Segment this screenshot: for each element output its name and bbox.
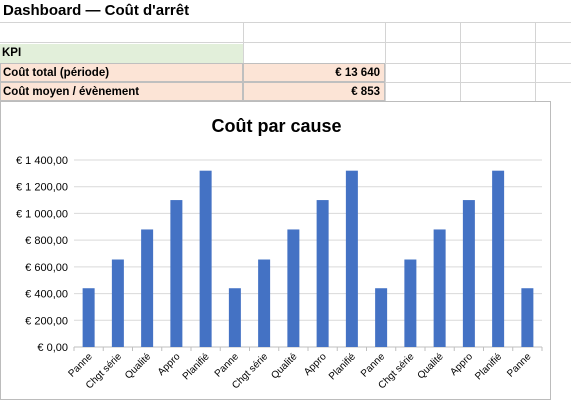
bar [521, 288, 534, 347]
gridline [0, 42, 571, 43]
gridline [535, 22, 536, 102]
bar [82, 288, 95, 347]
kpi-total-label[interactable]: Coût total (période) [0, 63, 243, 82]
bar [375, 288, 388, 347]
kpi-average-label[interactable]: Coût moyen / évènement [0, 82, 243, 101]
chart-cost-by-cause[interactable]: Coût par cause € 0,00 € 200,00 € 400,00 € 6… [0, 101, 551, 400]
x-tick-label: Panne [505, 351, 534, 380]
chart-title: Coût par cause [211, 116, 342, 136]
kpi-header[interactable]: KPI [0, 44, 243, 63]
bar [141, 229, 154, 347]
x-tick-label: Panne [67, 351, 96, 380]
y-tick-label: € 0,00 [37, 342, 68, 354]
x-tick-label: Panne [359, 351, 388, 380]
bar [316, 200, 329, 347]
y-tick-label: € 200,00 [25, 315, 68, 327]
bar [345, 170, 358, 347]
x-tick-label: Appro [156, 351, 183, 378]
bar [111, 259, 124, 347]
x-tick-label: Panne [213, 351, 242, 380]
bar [287, 229, 300, 347]
x-tick-label: Planifié [473, 351, 504, 382]
bar [228, 288, 241, 347]
gridline [460, 22, 461, 102]
x-tick-label: Qualité [123, 351, 153, 381]
kpi-average-value[interactable]: € 853 [243, 82, 385, 101]
bar [258, 259, 271, 347]
chart-plot: € 0,00 € 200,00 € 400,00 € 600,00 € 800,00 € … [16, 155, 543, 391]
bar [492, 170, 505, 347]
y-tick-label: € 1 200,00 [16, 182, 68, 194]
gridline [0, 22, 571, 23]
bar [433, 229, 446, 347]
y-tick-label: € 1 000,00 [16, 208, 68, 220]
y-tick-label: € 600,00 [25, 262, 68, 274]
bar [199, 170, 212, 347]
page-title: Dashboard — Coût d'arrêt [3, 2, 190, 19]
x-tick-label: Appro [448, 351, 475, 378]
y-tick-label: € 400,00 [25, 289, 68, 301]
y-tick-label: € 800,00 [25, 235, 68, 247]
bar [462, 200, 475, 347]
gridline [243, 22, 244, 102]
x-tick-label: Appro [302, 351, 329, 378]
bar [170, 200, 183, 347]
x-tick-label: Qualité [416, 351, 446, 381]
x-tick-label: Planifié [327, 351, 358, 382]
y-tick-label: € 1 400,00 [16, 155, 68, 167]
gridline [385, 22, 386, 102]
x-tick-label: Qualité [269, 351, 299, 381]
bar [404, 259, 417, 347]
x-tick-label: Planifié [181, 351, 212, 382]
kpi-total-value[interactable]: € 13 640 [243, 63, 385, 82]
